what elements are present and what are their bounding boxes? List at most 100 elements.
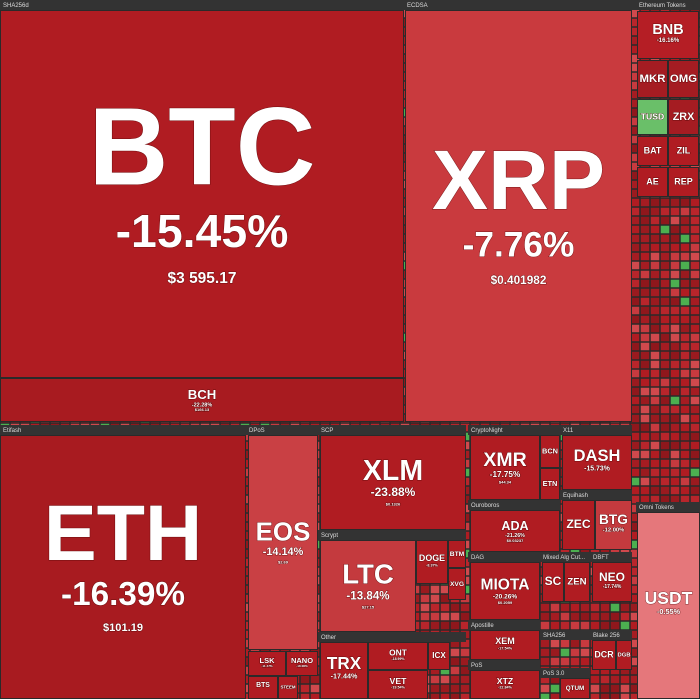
mini-tile — [670, 324, 680, 333]
mini-tile — [660, 459, 670, 468]
mini-tile — [570, 621, 580, 630]
mini-tile — [540, 603, 550, 612]
mini-tile — [690, 405, 700, 414]
mini-tile — [420, 621, 430, 630]
mini-tile — [670, 306, 680, 315]
mini-tile — [570, 603, 580, 612]
mini-tile — [680, 243, 690, 252]
mini-tile — [650, 252, 660, 261]
mini-tile — [650, 432, 660, 441]
mini-tile — [690, 450, 700, 459]
mini-tile — [690, 234, 700, 243]
mini-tile — [670, 288, 680, 297]
mini-tile — [650, 450, 660, 459]
mini-tile — [650, 315, 660, 324]
mini-tile — [660, 468, 670, 477]
mini-tile — [640, 405, 650, 414]
mini-tile — [670, 297, 680, 306]
mini-tile — [690, 306, 700, 315]
mini-tile — [660, 378, 670, 387]
mini-tile — [460, 612, 470, 621]
mini-tile — [650, 486, 660, 495]
mini-tile — [660, 198, 670, 207]
mini-tile — [640, 225, 650, 234]
mini-tile — [680, 405, 690, 414]
mini-tile — [640, 369, 650, 378]
mini-tile — [440, 612, 450, 621]
mini-tile — [650, 243, 660, 252]
mini-tile — [660, 207, 670, 216]
mini-tile — [670, 468, 680, 477]
mini-tile — [680, 297, 690, 306]
mini-tile — [450, 612, 460, 621]
mini-tile — [690, 198, 700, 207]
mini-tile — [690, 387, 700, 396]
mini-tile — [650, 225, 660, 234]
mini-tile — [690, 423, 700, 432]
mini-tile — [690, 468, 700, 477]
mini-tile — [670, 369, 680, 378]
mini-tile — [670, 414, 680, 423]
mini-tile — [670, 207, 680, 216]
mini-tile — [650, 378, 660, 387]
mini-tile — [660, 342, 670, 351]
mini-tile — [660, 360, 670, 369]
mini-tile — [640, 207, 650, 216]
mini-tile — [650, 387, 660, 396]
mini-tile — [590, 603, 600, 612]
mini-tile — [670, 405, 680, 414]
mini-tile — [580, 603, 590, 612]
mini-tile — [650, 414, 660, 423]
mini-tile — [420, 585, 430, 594]
mini-tile — [640, 252, 650, 261]
mini-tile — [680, 387, 690, 396]
mini-tile — [660, 324, 670, 333]
mini-tile — [640, 468, 650, 477]
mini-tile — [680, 261, 690, 270]
mini-tile — [430, 585, 440, 594]
mini-tile — [690, 270, 700, 279]
mini-tile — [650, 279, 660, 288]
mini-tile — [650, 261, 660, 270]
mini-tile — [640, 378, 650, 387]
mini-tile — [650, 405, 660, 414]
mini-tile — [640, 261, 650, 270]
mini-tile — [690, 477, 700, 486]
mini-tile — [680, 351, 690, 360]
mini-tile — [640, 351, 650, 360]
mini-tile — [430, 594, 440, 603]
mini-tile — [650, 396, 660, 405]
mini-tile — [660, 288, 670, 297]
mini-tile — [680, 216, 690, 225]
mini-tile — [430, 603, 440, 612]
mini-tile — [660, 387, 670, 396]
mini-tile — [550, 621, 560, 630]
mini-tile — [670, 396, 680, 405]
mini-tile — [640, 396, 650, 405]
mini-tile — [550, 603, 560, 612]
mini-tile — [660, 432, 670, 441]
mini-tile — [680, 468, 690, 477]
mini-tile — [680, 279, 690, 288]
mini-tile — [690, 243, 700, 252]
mini-tile — [660, 441, 670, 450]
mini-tile — [670, 378, 680, 387]
mini-tile — [680, 198, 690, 207]
mini-tile — [690, 360, 700, 369]
mini-tile — [650, 270, 660, 279]
mini-tile — [690, 225, 700, 234]
mini-tile — [680, 207, 690, 216]
mini-tile — [640, 432, 650, 441]
mini-tile — [690, 297, 700, 306]
mini-tile — [590, 621, 600, 630]
mini-tile — [670, 279, 680, 288]
mini-tile — [660, 252, 670, 261]
mini-tile — [440, 603, 450, 612]
mini-tile — [640, 459, 650, 468]
mini-tile — [660, 423, 670, 432]
mini-tile — [650, 423, 660, 432]
mini-tile — [640, 477, 650, 486]
mini-tile — [670, 450, 680, 459]
mini-tile — [420, 612, 430, 621]
